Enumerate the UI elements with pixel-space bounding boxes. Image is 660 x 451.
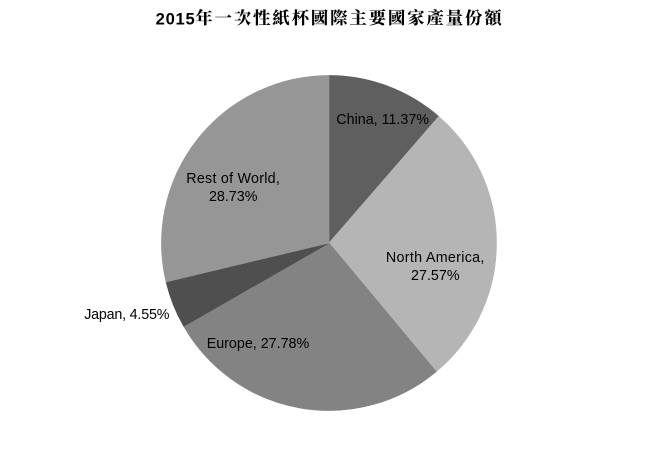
svg-text:2015: 2015 — [156, 9, 196, 28]
